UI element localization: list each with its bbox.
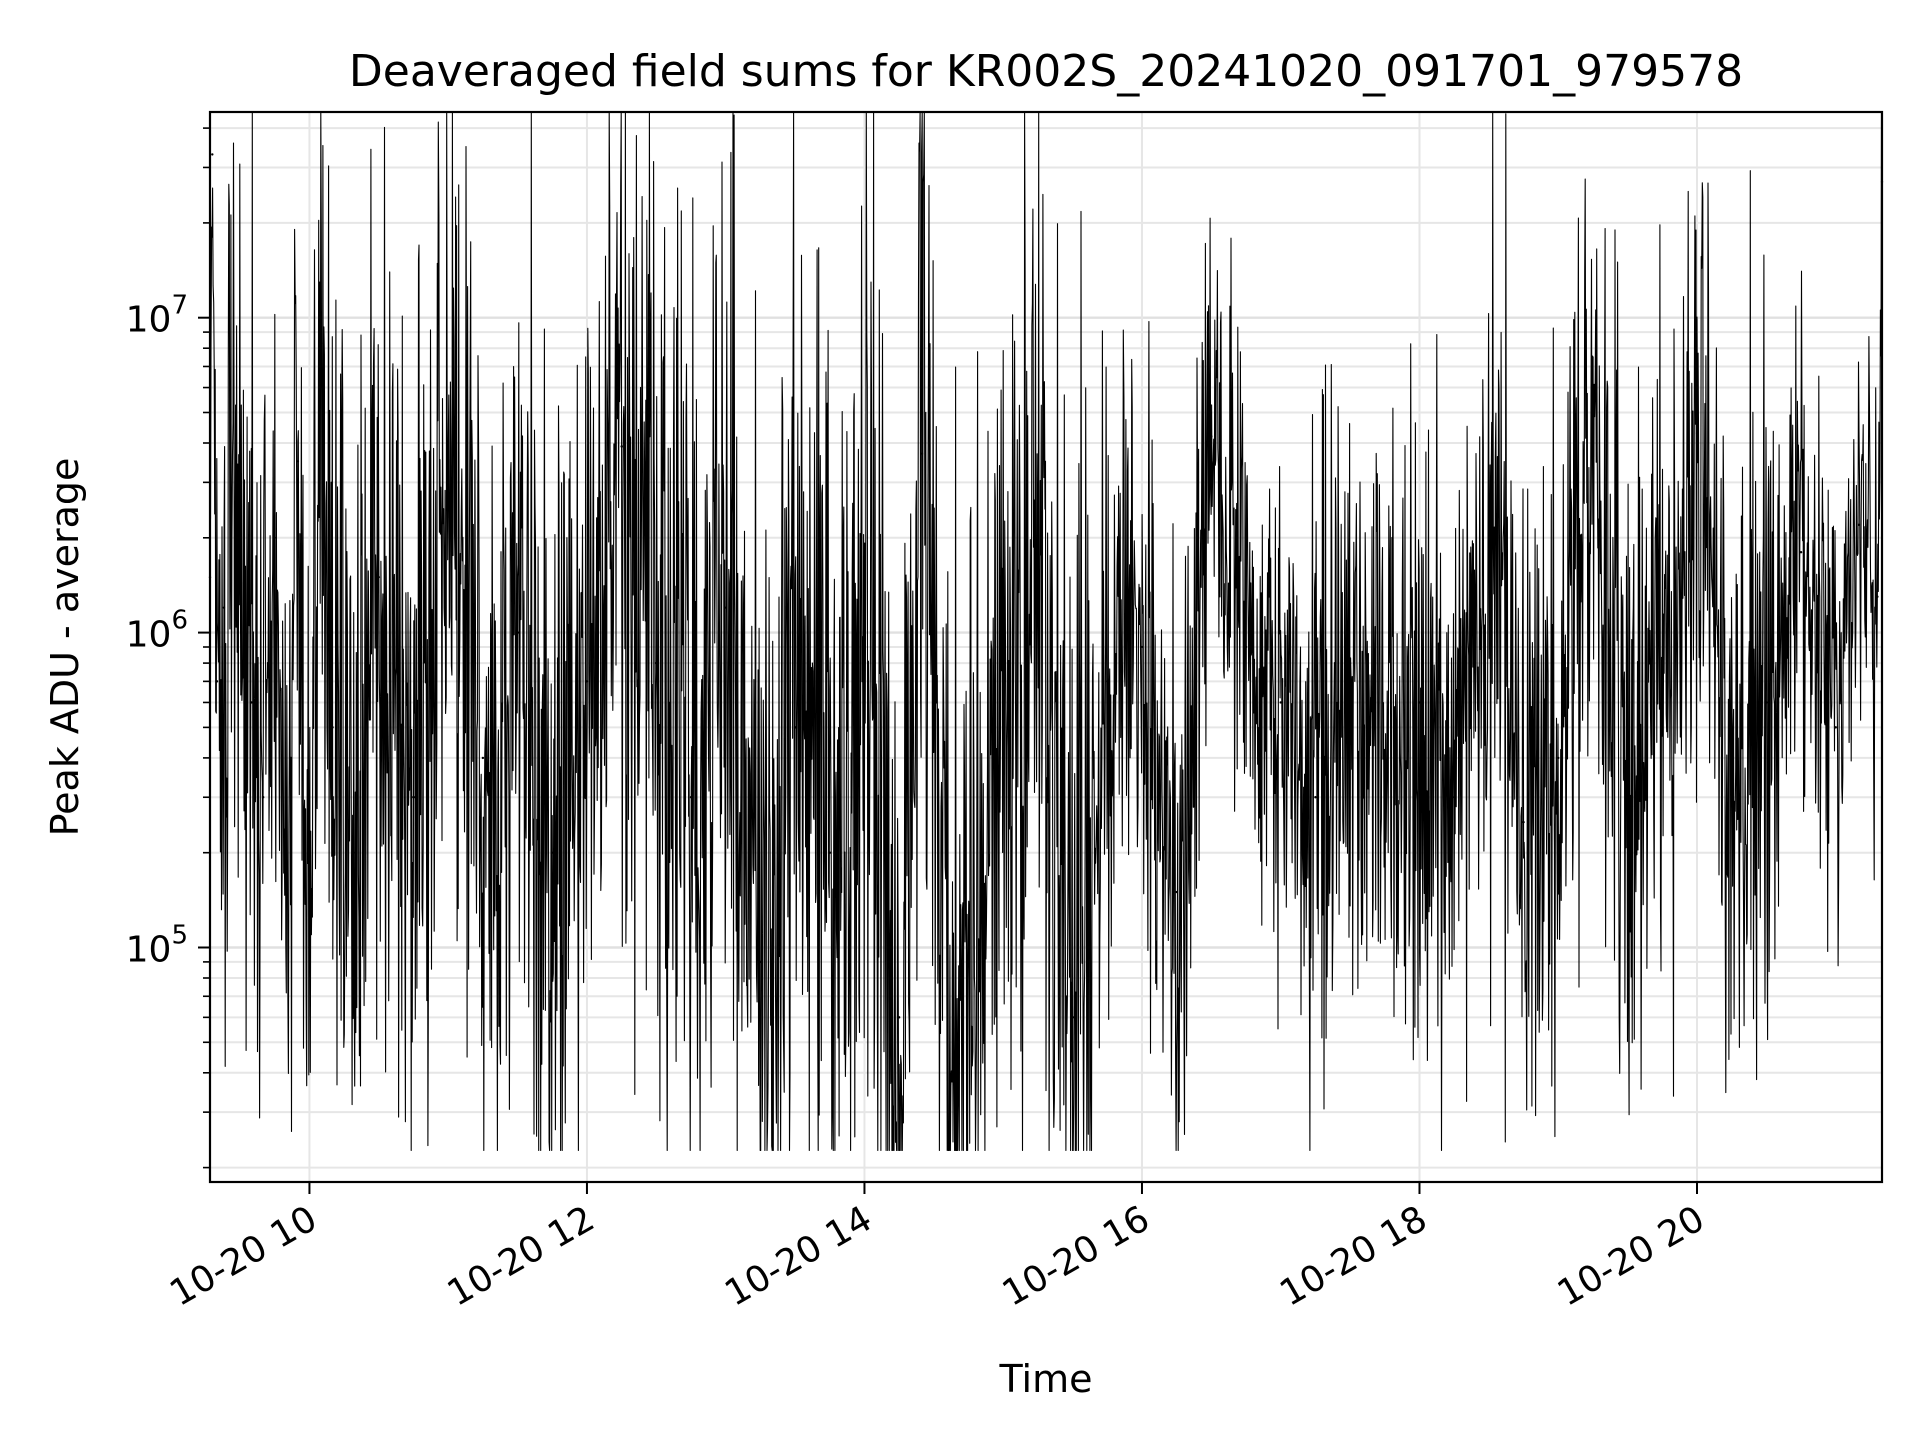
data-point	[211, 153, 214, 156]
data-point	[897, 1016, 901, 1019]
data-point	[955, 1071, 959, 1074]
data-point	[1834, 726, 1837, 729]
data-point	[1452, 796, 1456, 799]
data-point	[308, 946, 311, 949]
data-point	[1244, 645, 1248, 649]
data-point	[516, 631, 519, 634]
data-point	[1857, 523, 1861, 526]
series-line	[209, 111, 1883, 1152]
series-group	[208, 111, 1884, 1152]
data-point	[1799, 551, 1803, 554]
data-point	[273, 536, 276, 539]
data-point	[1002, 726, 1005, 729]
data-point	[1279, 701, 1282, 704]
data-point	[446, 464, 450, 467]
data-point	[331, 726, 334, 729]
data-point	[828, 851, 831, 854]
data-point	[1591, 456, 1595, 459]
data-point	[319, 341, 323, 345]
data-point	[1140, 645, 1144, 649]
data-point	[724, 606, 727, 609]
data-point	[551, 851, 554, 854]
plot-frame	[208, 110, 1884, 1184]
data-point	[620, 445, 623, 448]
data-point	[481, 756, 485, 760]
y-axis-ticks: 105 106 107	[126, 127, 210, 1169]
data-point	[1106, 680, 1109, 683]
data-point	[250, 701, 253, 704]
data-point	[1314, 796, 1317, 799]
data-point	[759, 960, 762, 964]
data-point	[585, 680, 589, 683]
data-point	[261, 796, 265, 799]
data-point	[1418, 701, 1421, 704]
data-point	[238, 551, 242, 554]
chart-title: Deaveraged field sums for KR002S_2024102…	[349, 46, 1743, 97]
data-point	[1765, 701, 1768, 704]
x-axis-label: Time	[999, 1357, 1093, 1401]
y-tick-label: 106	[126, 606, 188, 656]
data-point	[1626, 796, 1629, 799]
data-point	[1071, 1016, 1074, 1019]
y-axis-label: Peak ADU - average	[43, 458, 87, 837]
data-point	[222, 606, 226, 609]
data-point	[1557, 756, 1560, 760]
data-point	[296, 460, 300, 463]
data-point	[921, 452, 924, 455]
data-point	[229, 506, 233, 509]
data-point	[1210, 435, 1213, 438]
data-point	[1036, 511, 1040, 515]
data-point	[1695, 431, 1699, 435]
data-point	[1876, 595, 1879, 598]
data-point	[1487, 543, 1491, 547]
data-point	[689, 796, 693, 799]
data-point	[655, 661, 658, 665]
data-point	[1661, 726, 1664, 729]
data-point	[1383, 756, 1386, 760]
data-point	[1348, 661, 1352, 665]
data-point	[377, 575, 381, 579]
data-point	[1175, 890, 1178, 894]
data-point	[863, 645, 866, 649]
data-point	[793, 726, 797, 729]
y-tick-label: 105	[126, 920, 188, 970]
data-point	[1522, 820, 1525, 824]
y-tick-label: 107	[126, 291, 188, 341]
data-point	[412, 796, 415, 799]
data-point	[354, 851, 357, 854]
data-point	[1730, 796, 1733, 799]
data-point	[215, 680, 219, 683]
data-point	[285, 890, 288, 894]
